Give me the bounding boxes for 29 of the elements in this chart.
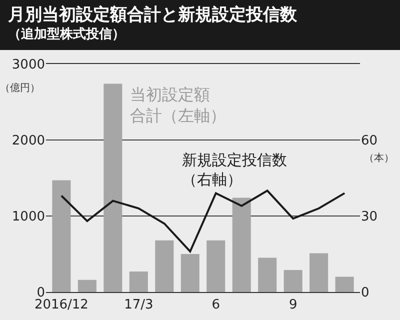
y-tick-label: 2000 [12, 134, 45, 149]
x-tick-label: 2016/12 [34, 298, 88, 313]
bar [258, 258, 277, 292]
bar [310, 253, 328, 292]
series-label: 新規設定投信数（右軸） [182, 151, 287, 188]
bar [180, 254, 200, 292]
y-tick-label: 1000 [12, 210, 45, 225]
y2-tick-label: 30 [361, 210, 378, 225]
y2-tick-label: 60 [361, 134, 378, 149]
bar [129, 271, 148, 292]
chart-subtitle: （追加型株式投信） [8, 26, 126, 44]
x-tick-label: 6 [212, 298, 220, 313]
y2-axis-title: （本） [364, 152, 394, 164]
bar [52, 180, 71, 292]
line-series [60, 190, 346, 252]
bar [232, 198, 251, 292]
x-tick-label: 17/3 [124, 298, 154, 313]
chart-title: 月別当初設定額合計と新規設定投信数 [8, 4, 298, 26]
bar [335, 276, 354, 292]
bar [155, 240, 174, 292]
bar [206, 240, 226, 292]
y2-tick-label: 0 [361, 286, 370, 301]
series-label: 当初設定額合計（左軸） [130, 85, 226, 125]
x-tick-label: 9 [288, 298, 298, 313]
y-axis-title: （億円） [0, 82, 40, 94]
bar [284, 270, 302, 292]
bar [104, 84, 122, 292]
y-tick-label: 3000 [12, 58, 45, 73]
bar [78, 280, 96, 292]
